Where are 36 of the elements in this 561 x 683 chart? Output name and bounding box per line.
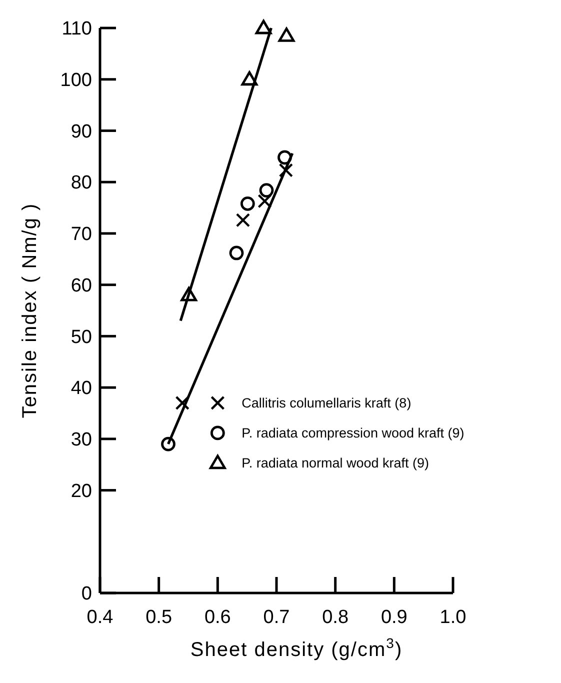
legend-label: P. radiata normal wood kraft (9): [242, 456, 430, 471]
point: [229, 246, 244, 260]
y-tick-label: 30: [70, 430, 92, 451]
y-tick-label: 110: [62, 18, 92, 40]
x-axis-title: Sheet density (g/cm$^{3}$): [190, 635, 403, 661]
y-tick-label: 60: [70, 275, 92, 296]
point: [258, 194, 272, 208]
point: [278, 28, 295, 42]
y-tick-label: 0: [81, 584, 92, 605]
y-tick-label: 100: [60, 70, 92, 92]
point: [180, 286, 198, 302]
point: [236, 213, 250, 228]
y-tick-label: 50: [70, 326, 92, 348]
x-tick-label: 0.5: [146, 607, 172, 628]
y-tick-label: 20: [70, 480, 92, 502]
point: [278, 150, 292, 165]
x-tick-label: 0.9: [380, 607, 408, 628]
legend-label: P. radiata compression wood kraft (9): [242, 426, 464, 441]
point: [255, 20, 272, 34]
point: [175, 396, 190, 410]
y-tick-label: 40: [70, 378, 92, 400]
x-tick-label: 0.7: [263, 607, 290, 628]
y-tick-label: 90: [70, 121, 92, 142]
point: [259, 183, 274, 198]
point: [161, 436, 176, 452]
y-tick-label: 80: [70, 172, 92, 194]
y-axis-title: Tensile index ( Nm/g ): [19, 202, 41, 418]
point: [278, 163, 294, 178]
x-tick-label: 0.4: [86, 607, 114, 628]
point: [241, 71, 258, 86]
x-tick-label: 1.0: [440, 607, 466, 628]
point: [240, 196, 255, 211]
x-tick-label: 0.8: [322, 607, 349, 628]
legend-label: Callitris columellaris kraft (8): [242, 396, 412, 411]
y-tick-label: 70: [70, 224, 92, 246]
x-tick-label: 0.6: [204, 607, 231, 628]
